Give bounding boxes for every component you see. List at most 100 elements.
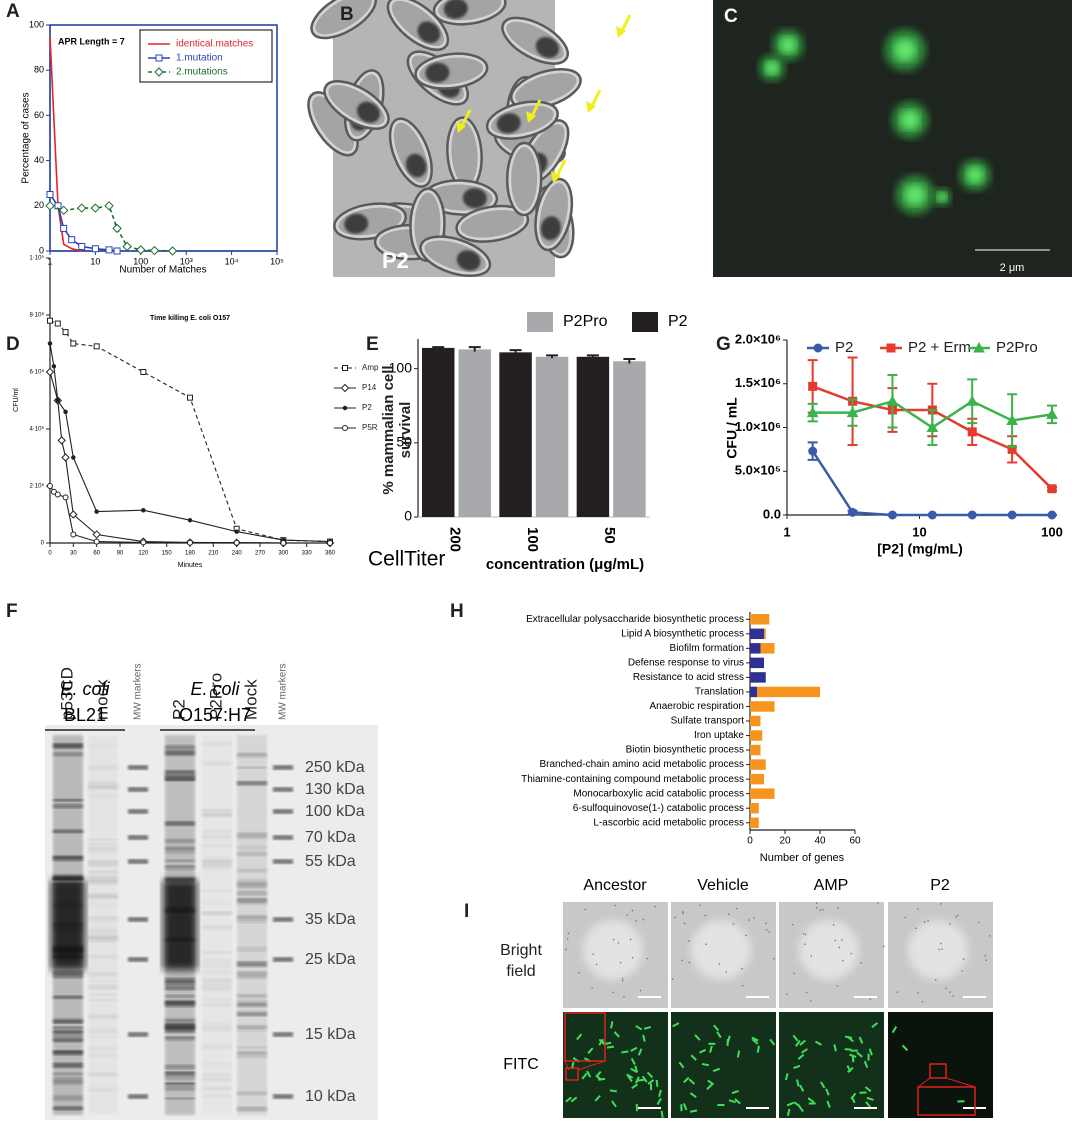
band	[53, 752, 83, 757]
x-axis-label: Number of Matches	[119, 265, 206, 276]
debris	[977, 921, 980, 924]
band	[88, 838, 118, 841]
band	[237, 1028, 267, 1032]
marker-band	[128, 1094, 148, 1099]
marker	[886, 395, 899, 406]
marker	[167, 246, 178, 256]
fitc-cell	[844, 1048, 852, 1051]
fitc-cell	[600, 1040, 608, 1046]
marker-band	[273, 809, 293, 814]
marker	[1046, 408, 1058, 419]
legend-label: P2	[668, 313, 688, 330]
debris	[671, 978, 674, 980]
inset-box	[564, 1012, 606, 1062]
marker	[45, 201, 55, 211]
panel-letter: G	[716, 334, 731, 355]
bacterium	[485, 100, 559, 140]
y-tick-label: 1·10⁹	[29, 255, 44, 262]
band	[237, 1106, 267, 1112]
fitc-cell	[856, 1051, 863, 1058]
debris	[654, 905, 656, 908]
band	[88, 916, 118, 921]
y-tick-label: L-ascorbic acid metabolic process	[593, 817, 744, 828]
fitc-cell	[708, 1042, 716, 1045]
bacterium	[323, 80, 390, 130]
x-tick-label: 0	[48, 551, 52, 557]
debris	[923, 921, 926, 923]
marker-band	[128, 765, 148, 770]
debris	[748, 919, 750, 921]
marker-band	[273, 835, 293, 840]
fitc-cell	[844, 1035, 853, 1039]
fluorescent-spot-core	[904, 184, 926, 206]
chart-title: APR Length = 7	[58, 36, 125, 46]
y-tick-label: Biofilm formation	[670, 643, 744, 654]
debris	[773, 957, 775, 960]
dense-body	[496, 113, 521, 134]
fitc-cell	[680, 1104, 683, 1112]
debris	[786, 993, 788, 995]
cytoplasm	[451, 121, 478, 186]
marker	[122, 241, 132, 252]
band	[237, 1046, 267, 1049]
debris	[621, 979, 624, 982]
x-axis-label: [P2] (mg/mL)	[877, 541, 963, 557]
debris	[876, 902, 879, 904]
x-axis-label: Minutes	[178, 562, 203, 569]
debris	[681, 959, 684, 962]
band	[237, 1091, 267, 1096]
bar-segment	[750, 730, 763, 741]
fitc-image	[888, 1012, 993, 1118]
fitc-cell	[643, 1025, 652, 1030]
marker	[140, 369, 147, 375]
debris	[688, 940, 690, 942]
fitc-cell	[833, 1044, 837, 1052]
debris	[822, 908, 824, 911]
debris	[869, 998, 872, 1000]
y-tick-label: 5.0×10⁵	[735, 463, 781, 478]
band	[53, 1106, 83, 1111]
y-axis-label: CFU / mL	[724, 397, 740, 459]
band	[88, 880, 118, 885]
debris	[949, 991, 951, 993]
debris	[917, 992, 919, 994]
marker-label: 10 kDa	[305, 1088, 356, 1105]
marker	[60, 224, 68, 232]
fitc-cell	[678, 1061, 685, 1069]
marker	[58, 205, 69, 216]
debris	[631, 956, 634, 959]
marker-band	[128, 957, 148, 962]
band	[53, 856, 83, 859]
fitc-cell	[901, 1044, 909, 1052]
fitc-cell	[606, 1045, 615, 1049]
debris	[745, 934, 747, 937]
bar-segment	[750, 643, 761, 654]
bar-segment	[760, 643, 775, 654]
band	[202, 889, 232, 892]
legend-swatch	[632, 312, 658, 332]
x-tick-label: 10⁴	[225, 256, 239, 266]
marker	[92, 530, 101, 539]
micrograph-cells	[307, 0, 582, 278]
legend-label: identical.matches	[176, 39, 253, 50]
band	[53, 1050, 83, 1054]
debris	[804, 933, 807, 936]
band	[202, 962, 232, 967]
fitc-cell	[570, 1096, 578, 1103]
marker	[62, 494, 69, 501]
marker	[846, 406, 859, 418]
inset-lines	[917, 1077, 976, 1088]
band	[237, 766, 267, 769]
band	[88, 793, 118, 798]
fitc-cell	[792, 1034, 799, 1042]
debris	[635, 920, 637, 922]
debris	[626, 914, 629, 916]
fitc-cell	[656, 1097, 662, 1105]
legend-label: Amp	[362, 363, 379, 372]
debris	[793, 972, 795, 975]
marker	[141, 507, 146, 513]
x-tick-label: 0	[747, 836, 753, 847]
panel-letter: E	[366, 334, 379, 355]
bacterium	[432, 0, 507, 26]
band	[53, 1035, 83, 1041]
